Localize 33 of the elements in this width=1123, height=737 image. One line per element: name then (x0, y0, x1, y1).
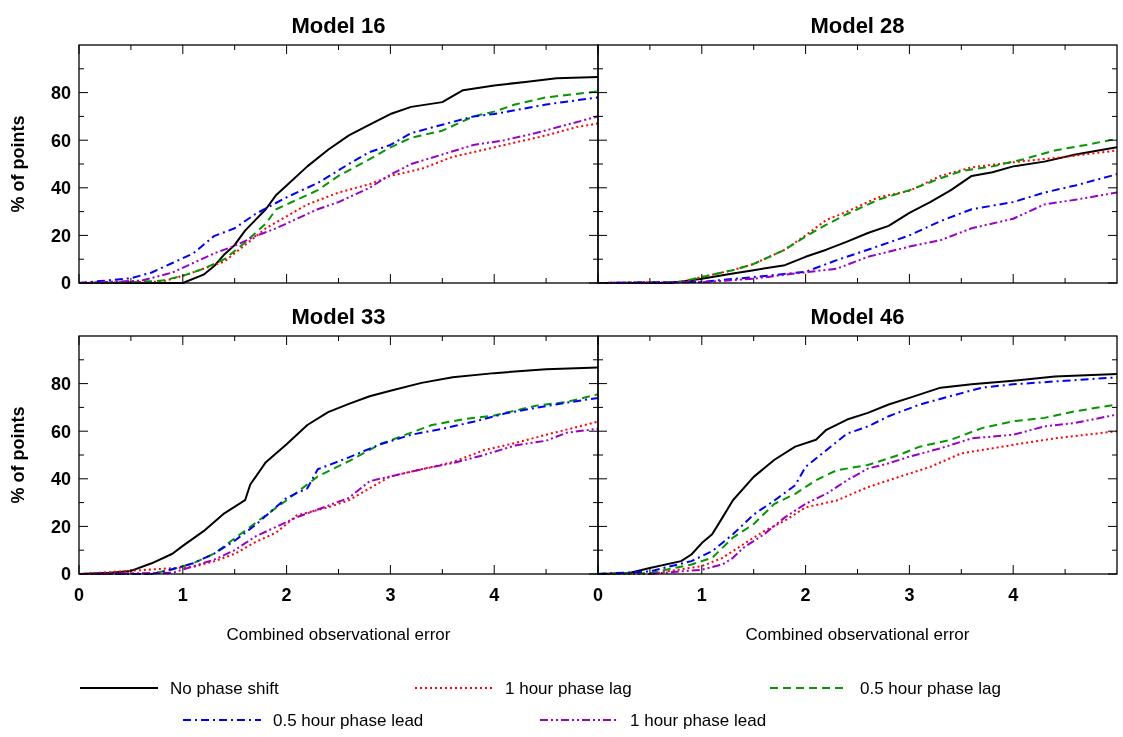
x-tick-label: 2 (800, 585, 811, 605)
y-tick-label: 80 (50, 82, 71, 103)
x-tick-label: 3 (385, 585, 396, 605)
x-tick-label: 0 (73, 585, 85, 605)
legend-label: 0.5 hour phase lead (273, 710, 424, 730)
y-axis-title: % of points (8, 115, 28, 213)
legend-label: 0.5 hour phase lag (860, 678, 1001, 698)
y-tick-label: 60 (50, 130, 71, 151)
x-tick-label: 4 (1008, 585, 1019, 605)
x-axis-title: Combined observational error (226, 625, 451, 644)
x-tick-label: 0 (592, 585, 604, 605)
y-axis-title: % of points (8, 406, 28, 504)
y-tick-label: 20 (50, 516, 71, 537)
legend-label: 1 hour phase lead (630, 710, 767, 730)
y-tick-label: 40 (50, 469, 71, 490)
y-tick-label: 80 (50, 373, 71, 394)
x-tick-label: 3 (904, 585, 915, 605)
chart-title: Model 28 (810, 13, 905, 38)
y-tick-label: 20 (50, 225, 71, 246)
y-tick-label: 60 (50, 421, 71, 442)
x-tick-label: 1 (696, 585, 707, 605)
legend-label: No phase shift (170, 678, 279, 698)
chart-title: Model 16 (291, 13, 386, 38)
x-tick-label: 2 (281, 585, 292, 605)
y-tick-label: 0 (60, 273, 71, 294)
x-tick-label: 4 (489, 585, 500, 605)
chart-title: Model 33 (291, 304, 386, 329)
y-tick-label: 40 (50, 178, 71, 199)
legend-label: 1 hour phase lag (505, 678, 632, 698)
x-tick-label: 1 (177, 585, 188, 605)
y-tick-label: 0 (60, 564, 71, 585)
chart-title: Model 46 (810, 304, 905, 329)
x-axis-title: Combined observational error (745, 625, 970, 644)
